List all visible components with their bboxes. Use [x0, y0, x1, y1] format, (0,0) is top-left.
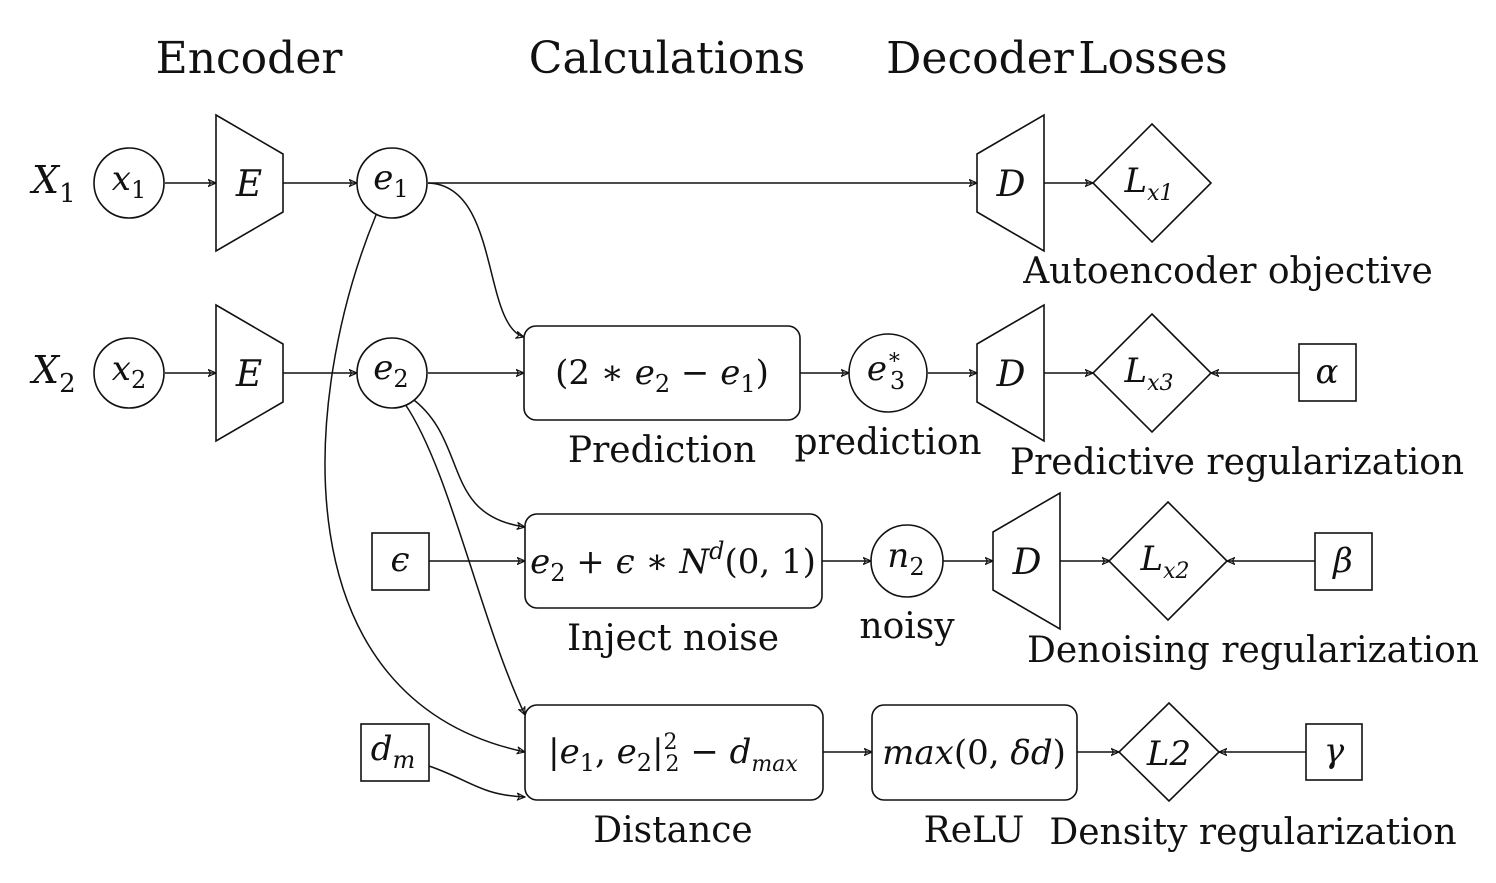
- loss-l2: [1117, 701, 1221, 803]
- box-prediction: [523, 325, 801, 421]
- node-e3star: [848, 333, 928, 413]
- caption-autoencoder: Autoencoder objective: [1022, 251, 1433, 292]
- encoder-1: [215, 113, 284, 253]
- param-gamma-label: γ: [1324, 731, 1345, 771]
- param-beta: [1314, 532, 1373, 591]
- box-relu-label: max(0, δd): [882, 733, 1066, 773]
- loss-lx3: [1091, 312, 1213, 434]
- loss-lx2-label: Lx2: [1140, 539, 1190, 584]
- caption-noisy: noisy: [859, 606, 955, 647]
- node-x2-label: x2: [112, 349, 146, 394]
- node-e1-label: e1: [373, 158, 408, 203]
- decoder-3: [992, 491, 1061, 631]
- header-decoder: Decoder: [886, 33, 1075, 84]
- edge-e1-distance: [324, 214, 525, 752]
- encoder-2: [215, 303, 284, 443]
- caption-inject-noise: Inject noise: [567, 618, 779, 659]
- edge-dm-distance: [428, 765, 525, 797]
- decoder-2: [976, 303, 1045, 443]
- header-calculations: Calculations: [529, 33, 805, 84]
- param-alpha-label: α: [1316, 352, 1339, 392]
- node-x1: [93, 147, 165, 219]
- node-e2-label: e2: [373, 348, 408, 393]
- param-dm: [360, 723, 430, 782]
- input-X1: X1: [29, 158, 76, 209]
- input-X2: X2: [29, 348, 76, 399]
- decoder-1-label: D: [996, 164, 1026, 205]
- caption-prediction-node: prediction: [794, 422, 981, 463]
- node-n2: [870, 524, 944, 598]
- edges: [165, 183, 1315, 797]
- loss-lx1: [1091, 122, 1213, 244]
- box-prediction-label: (2 ∗ e2 − e1): [555, 353, 769, 398]
- header-encoder: Encoder: [156, 33, 344, 84]
- edge-e2-noise: [409, 396, 525, 527]
- caption-relu: ReLU: [924, 810, 1025, 851]
- box-noise-label: e2 + ϵ ∗ Nd(0, 1): [530, 537, 816, 587]
- loss-lx3-label: Lx3: [1124, 351, 1174, 396]
- node-x1-label: x1: [112, 159, 146, 204]
- caption-denoising-reg: Denoising regularization: [1027, 630, 1479, 671]
- edge-e2-distance: [404, 403, 526, 715]
- caption-density-reg: Density regularization: [1049, 812, 1456, 853]
- param-dm-label: dm: [371, 729, 416, 774]
- param-beta-label: β: [1331, 541, 1353, 581]
- param-epsilon-label: ϵ: [390, 540, 409, 580]
- param-epsilon: [371, 532, 430, 591]
- decoder-3-label: D: [1012, 542, 1042, 583]
- loss-l2-label: L2: [1146, 734, 1191, 774]
- box-distance: [524, 704, 824, 801]
- loss-lx1-label: Lx1: [1124, 161, 1174, 206]
- param-gamma: [1305, 723, 1363, 781]
- caption-predictive-reg: Predictive regularization: [1010, 442, 1464, 483]
- caption-prediction-box: Prediction: [568, 430, 756, 471]
- node-e2: [356, 337, 428, 409]
- node-n2-label: n2: [887, 536, 924, 581]
- decoder-1: [976, 113, 1045, 253]
- param-alpha: [1298, 343, 1357, 402]
- loss-lx2: [1107, 500, 1229, 622]
- box-distance-label: |e1, e2|2 2 − dmax: [548, 730, 798, 777]
- node-e1: [356, 147, 428, 219]
- header-losses: Losses: [1078, 33, 1228, 84]
- decoder-2-label: D: [996, 354, 1026, 395]
- caption-distance: Distance: [593, 810, 752, 851]
- encoder-1-label: E: [235, 164, 262, 205]
- box-relu: [871, 704, 1078, 801]
- node-x2: [93, 337, 165, 409]
- edge-e1-prediction: [427, 182, 524, 337]
- box-noise: [524, 513, 823, 609]
- encoder-2-label: E: [235, 354, 262, 395]
- node-e3star-label: e∗ 3: [867, 345, 905, 395]
